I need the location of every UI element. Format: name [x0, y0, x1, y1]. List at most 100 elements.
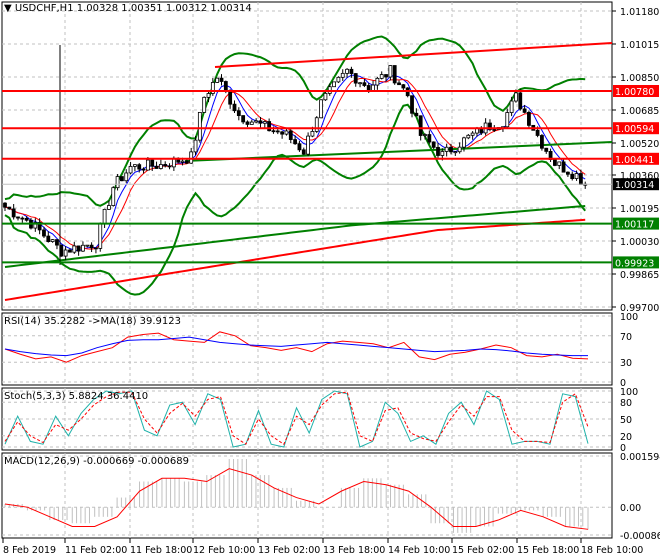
pane-border-0 [1, 1, 613, 311]
candle-body [219, 77, 224, 82]
candle-body [72, 245, 77, 253]
candle-body [293, 139, 298, 145]
indicator-tick-label: -0.000866 [620, 531, 660, 542]
candle-body [392, 65, 397, 84]
candle-body [561, 161, 566, 173]
candle-body [94, 247, 98, 250]
indicator-tick-label: 70 [620, 332, 632, 343]
candle-body [288, 130, 293, 140]
candle-body [358, 82, 362, 85]
indicator-tick-label: 0.001594 [620, 452, 660, 463]
time-tick-label: 8 Feb 2019 [3, 545, 56, 556]
candle-body [68, 249, 72, 253]
candle-body [427, 134, 432, 143]
resistance-trendline [214, 42, 613, 68]
candle-body [111, 187, 116, 206]
candle-body [340, 72, 345, 78]
pane-border-3 [1, 452, 613, 539]
price-tick-label: 1.00685 [620, 106, 659, 117]
candle-body [102, 208, 107, 225]
candle-body [566, 171, 570, 175]
rsi-ma-line [4, 336, 588, 357]
candle-body [33, 222, 38, 229]
candle-body [280, 131, 285, 135]
candle-body [431, 141, 436, 148]
level-label: 1.00441 [615, 155, 654, 166]
price-tick-label: 1.00850 [620, 73, 659, 84]
price-tick-label: 1.00030 [620, 237, 659, 248]
stoch-main [4, 390, 589, 448]
open-value: 1.00328 [76, 3, 119, 14]
candle-body [535, 129, 540, 136]
candle-body [249, 121, 254, 125]
indicator-tick-label: 0 [620, 443, 626, 454]
indicator-tick-label: 50 [620, 415, 632, 426]
candle-body [245, 121, 250, 125]
candle-body [574, 173, 579, 179]
level-label-bg [613, 122, 659, 135]
candle-body [184, 160, 189, 164]
candle-body [258, 120, 263, 124]
candle-body [158, 164, 163, 169]
candle-body [223, 81, 228, 91]
candle-body [11, 208, 16, 218]
time-tick-label: 15 Feb 18:00 [517, 545, 579, 556]
candle-body [50, 239, 55, 242]
time-tick-label: 13 Feb 02:00 [258, 545, 320, 556]
candle-body [76, 245, 81, 252]
current-price-bg [613, 178, 659, 191]
candle-body [414, 112, 419, 117]
collapse-triangle-icon[interactable]: ▼ [4, 3, 15, 14]
candle-body [578, 173, 583, 185]
candle-body [557, 161, 562, 166]
candle-body [124, 172, 129, 182]
candle-body [553, 159, 557, 166]
candle-body [306, 135, 311, 155]
candle-body [241, 115, 246, 123]
candle-body [418, 115, 423, 136]
candle-body [210, 82, 215, 94]
time-tick-label: 13 Feb 18:00 [323, 545, 385, 556]
candle-body [37, 222, 42, 231]
candle-body [462, 137, 466, 148]
candle-body [189, 151, 194, 164]
candle-body [16, 216, 20, 219]
candle-body [488, 122, 492, 130]
candle-body [375, 77, 380, 86]
stoch-title: Stoch(5,3,3) 5.8824 36.4410 [4, 391, 149, 402]
candle-body [353, 73, 358, 84]
candle-body [332, 81, 336, 88]
time-tick-label: 14 Feb 10:00 [388, 545, 450, 556]
candle-body [366, 85, 371, 91]
candle-body [492, 129, 497, 131]
candle-body [20, 217, 25, 220]
candle-body [449, 146, 453, 153]
candle-body [180, 160, 185, 163]
candle-body [202, 96, 207, 113]
candle-body [275, 130, 280, 133]
macd-title: MACD(12,26,9) -0.000669 -0.000689 [4, 456, 189, 467]
candle-body [310, 131, 315, 137]
candle-body [197, 111, 202, 141]
level-label: 1.00594 [615, 124, 654, 135]
candle-body [262, 121, 267, 124]
candle-body [141, 168, 146, 171]
candle-body [228, 89, 233, 105]
bollinger-upper [4, 35, 586, 207]
candle-body [254, 120, 259, 123]
candle-body [232, 103, 237, 112]
price-tick-label: 1.00195 [620, 204, 659, 215]
level-label-bg [613, 152, 659, 165]
candle-body [522, 108, 527, 113]
candle-body [401, 84, 406, 89]
candle-body [453, 151, 458, 154]
candle-body [436, 146, 440, 156]
candle-body [297, 143, 302, 151]
candle-body [267, 121, 272, 132]
candle-body [128, 165, 133, 174]
candle-body [423, 134, 427, 136]
candle-body [167, 165, 172, 168]
candle-body [570, 173, 575, 179]
